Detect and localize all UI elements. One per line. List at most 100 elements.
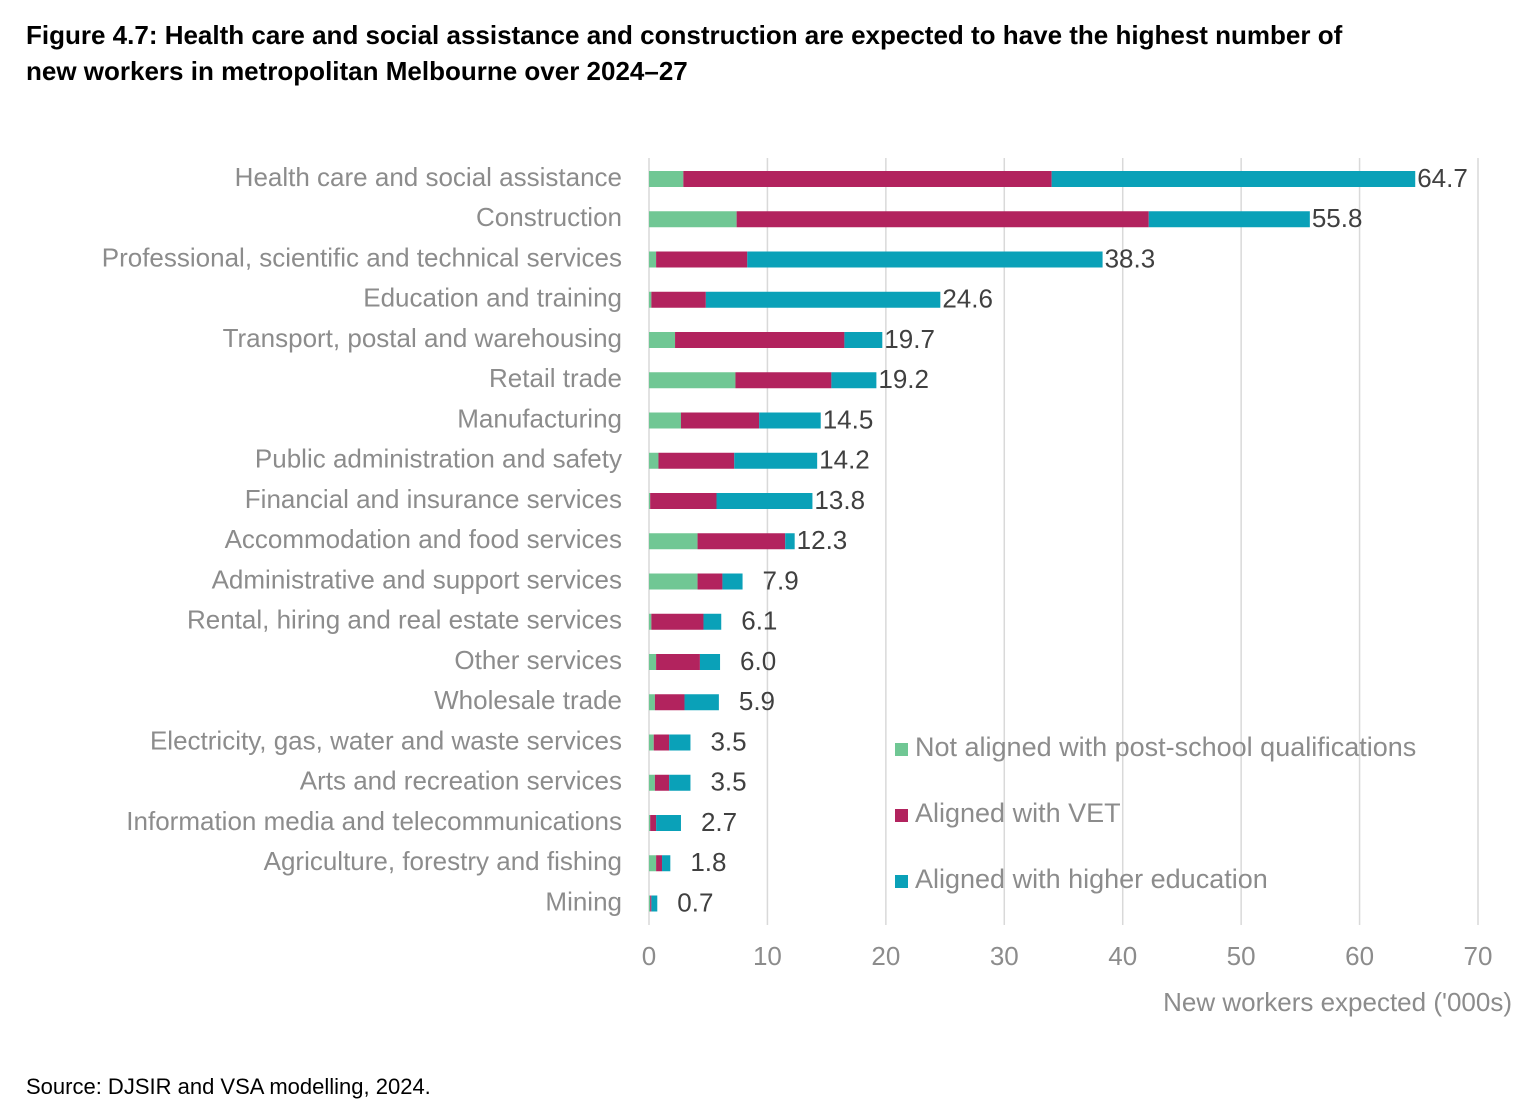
legend-swatch — [895, 743, 908, 756]
bar-segment — [649, 412, 681, 429]
bar-segment — [662, 855, 671, 872]
y-tick-label: Health care and social assistance — [235, 162, 622, 192]
y-tick-label: Administrative and support services — [212, 564, 622, 594]
bar-segment — [705, 291, 941, 308]
total-label: 24.6 — [942, 284, 993, 314]
bar-segment — [649, 855, 657, 872]
y-tick-label: Construction — [476, 202, 622, 232]
bar-segment — [654, 694, 685, 711]
y-tick-label: Other services — [454, 645, 622, 675]
y-tick-label: Professional, scientific and technical s… — [102, 242, 622, 272]
bar-segment — [649, 694, 655, 711]
total-label: 1.8 — [690, 847, 726, 877]
total-label: 64.7 — [1417, 163, 1468, 193]
bar-segment — [697, 533, 786, 550]
bar-segment — [649, 372, 736, 389]
bar-segment — [649, 533, 698, 550]
total-label: 14.2 — [819, 445, 870, 475]
bar-segment — [656, 815, 681, 831]
bar-segment — [703, 613, 722, 630]
bar-segment — [653, 734, 670, 751]
y-tick-label: Mining — [545, 886, 622, 916]
bar-segment — [649, 654, 657, 670]
bar-segment — [684, 694, 719, 711]
bar-segment — [649, 573, 698, 590]
total-label: 5.9 — [739, 686, 775, 716]
total-label: 19.7 — [884, 324, 935, 354]
bar-segment — [736, 211, 1149, 228]
x-tick-label: 40 — [1108, 941, 1137, 971]
bar-segment — [649, 734, 654, 751]
x-tick-label: 10 — [753, 941, 782, 971]
total-label: 0.7 — [677, 887, 713, 917]
bar-segment — [649, 774, 655, 791]
bar-segment — [651, 613, 704, 630]
x-tick-label: 50 — [1227, 941, 1256, 971]
source: Source: DJSIR and VSA modelling, 2024. — [26, 1074, 431, 1099]
bar-segment — [649, 211, 737, 228]
bar-segment — [651, 291, 706, 308]
x-tick-label: 60 — [1345, 941, 1374, 971]
bar-segment — [656, 251, 748, 268]
bar-segment — [649, 251, 657, 268]
y-tick-label: Wholesale trade — [434, 685, 622, 715]
total-label: 19.2 — [878, 364, 929, 394]
chart-title: new workers in metropolitan Melbourne ov… — [26, 56, 688, 86]
bar-segment — [656, 654, 700, 670]
bar-segment — [650, 815, 657, 831]
bar-segment — [658, 452, 735, 469]
bar-segment — [785, 533, 795, 550]
bar-segment — [680, 412, 760, 429]
y-tick-label: Retail trade — [489, 363, 622, 393]
x-axis-title: New workers expected ('000s) — [1163, 987, 1512, 1017]
bar-segment — [649, 452, 659, 469]
x-tick-label: 20 — [871, 941, 900, 971]
total-label: 3.5 — [710, 726, 746, 756]
bar-segment — [844, 332, 883, 348]
bar-segment — [669, 734, 691, 751]
bar-segment — [747, 251, 1103, 268]
total-label: 7.9 — [763, 565, 799, 595]
total-label: 38.3 — [1105, 243, 1156, 273]
legend-label: Aligned with VET — [915, 798, 1121, 828]
total-label: 12.3 — [797, 525, 848, 555]
y-tick-label: Accommodation and food services — [225, 524, 622, 554]
bar-segment — [697, 573, 723, 590]
bar-segment — [656, 855, 663, 872]
total-label: 14.5 — [823, 404, 874, 434]
bar-segment — [650, 895, 652, 912]
bar-segment — [683, 171, 1052, 187]
bar-segment — [734, 452, 818, 469]
x-tick-label: 70 — [1464, 941, 1493, 971]
y-tick-label: Public administration and safety — [255, 444, 622, 474]
bar-segment — [675, 332, 845, 348]
y-tick-label: Information media and telecommunications — [126, 806, 622, 836]
y-tick-label: Manufacturing — [457, 403, 622, 433]
bar-segment — [669, 774, 691, 791]
x-tick-label: 30 — [990, 941, 1019, 971]
bar-segment — [722, 573, 743, 590]
bar-segment — [735, 372, 832, 389]
bar-segment — [649, 815, 651, 831]
bar-segment — [654, 774, 670, 791]
total-label: 6.0 — [740, 646, 776, 676]
y-tick-label: Financial and insurance services — [245, 484, 622, 514]
bar-segment — [649, 895, 651, 912]
y-tick-label: Transport, postal and warehousing — [223, 323, 622, 353]
bar-segment — [1051, 171, 1416, 187]
total-label: 2.7 — [701, 807, 737, 837]
y-tick-label: Education and training — [363, 283, 622, 313]
legend-label: Not aligned with post-school qualificati… — [915, 732, 1416, 762]
bar-segment — [699, 654, 721, 670]
bar-segment — [759, 412, 821, 429]
chart-title: Figure 4.7: Health care and social assis… — [26, 20, 1343, 50]
bar-segment — [650, 493, 717, 509]
bar-segment — [831, 372, 877, 389]
total-label: 6.1 — [741, 606, 777, 636]
x-tick-label: 0 — [642, 941, 656, 971]
bar-segment — [649, 291, 652, 308]
y-tick-label: Rental, hiring and real estate services — [187, 605, 622, 635]
bar-segment — [1148, 211, 1310, 228]
bar-segment — [649, 613, 652, 630]
